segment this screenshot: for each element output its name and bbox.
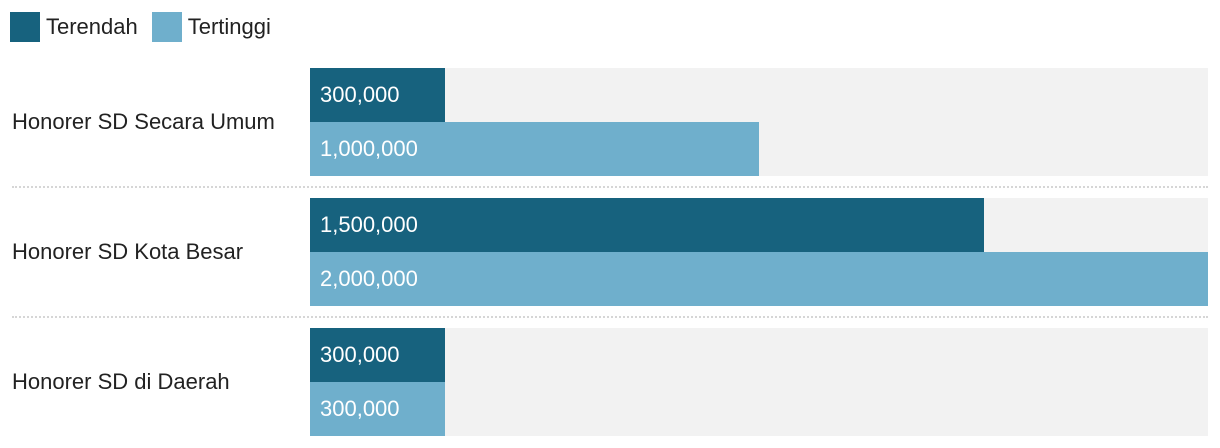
legend-swatch-terendah xyxy=(10,12,40,42)
bar-terendah-honorer-sd-di-daerah xyxy=(310,328,445,382)
value-label-tertinggi-honorer-sd-kota-besar: 2,000,000 xyxy=(320,266,418,291)
legend-item-tertinggi: Tertinggi xyxy=(151,12,271,42)
legend-label-terendah: Terendah xyxy=(46,14,138,39)
legend-swatch-tertinggi xyxy=(151,12,182,42)
bar-tertinggi-honorer-sd-kota-besar xyxy=(310,252,1208,306)
value-label-terendah-honorer-sd-di-daerah: 300,000 xyxy=(320,342,400,367)
bar-track-honorer-sd-di-daerah xyxy=(310,328,1208,436)
value-label-tertinggi-honorer-sd-di-daerah: 300,000 xyxy=(320,396,400,421)
value-label-tertinggi-honorer-sd-secara-umum: 1,000,000 xyxy=(320,136,418,161)
bar-tertinggi-honorer-sd-secara-umum xyxy=(310,122,759,176)
bar-terendah-honorer-sd-secara-umum xyxy=(310,68,445,122)
group-separator xyxy=(12,186,1208,188)
legend-item-terendah: Terendah xyxy=(10,12,138,42)
legend-label-tertinggi: Tertinggi xyxy=(187,14,271,39)
value-label-terendah-honorer-sd-secara-umum: 300,000 xyxy=(320,82,400,107)
bar-terendah-honorer-sd-kota-besar xyxy=(310,198,984,252)
category-label-honorer-sd-di-daerah: Honorer SD di Daerah xyxy=(12,369,230,394)
value-label-terendah-honorer-sd-kota-besar: 1,500,000 xyxy=(320,212,418,237)
category-label-honorer-sd-kota-besar: Honorer SD Kota Besar xyxy=(12,239,244,264)
legend: Terendah Tertinggi xyxy=(10,12,285,42)
bar-tertinggi-honorer-sd-di-daerah xyxy=(310,382,445,436)
category-label-honorer-sd-secara-umum: Honorer SD Secara Umum xyxy=(12,109,275,134)
group-separator xyxy=(12,316,1208,318)
